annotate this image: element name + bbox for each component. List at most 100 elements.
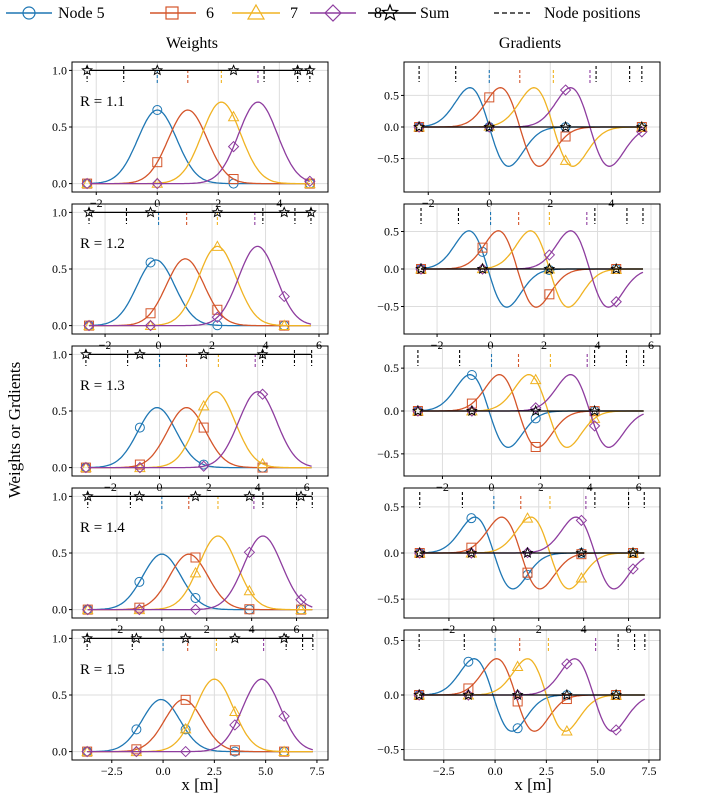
series-line-5: [90, 109, 310, 185]
diamond-marker: [197, 460, 210, 472]
x-axis-label-right: x [m]: [514, 775, 551, 794]
gradients-panel-5: −2.5 0.0 2.5 5.0 7.5 −0.5 0.0 0.5: [377, 629, 661, 778]
square-marker: [198, 422, 209, 433]
diamond-marker: [610, 724, 622, 736]
weights-panel-2: −2 0 2 4 6 0.0 0.5 1.0 R = 1.2: [52, 203, 329, 352]
diamond-marker: [559, 84, 572, 96]
legend-label-node7: 7: [290, 5, 298, 22]
triangle-marker: [278, 745, 290, 757]
square-marker: [180, 694, 191, 705]
y-axis-label: Weights or Grdients: [5, 362, 24, 499]
y-tick-label: −0.5: [377, 743, 399, 757]
x-tick-label: 6: [304, 480, 310, 494]
y-tick-label: 0.5: [384, 225, 399, 239]
panel-label: R = 1.1: [80, 94, 125, 110]
diamond-marker: [81, 177, 93, 190]
square-marker: [560, 131, 571, 142]
triangle-marker: [227, 110, 240, 122]
star-marker: [81, 632, 94, 644]
series-line-5: [87, 698, 313, 753]
y-tick-label: 0.5: [384, 500, 399, 514]
panel-label: R = 1.2: [80, 236, 125, 252]
series-line-8: [88, 391, 312, 469]
y-tick-label: −0.5: [377, 447, 399, 461]
x-tick-label: 4: [587, 480, 593, 494]
diamond-marker-icon: [324, 4, 342, 22]
diamond-marker: [636, 126, 648, 138]
diamond-marker: [304, 175, 316, 188]
triangle-marker: [511, 660, 524, 671]
square-marker-icon: [165, 6, 179, 20]
diamond-marker: [179, 745, 192, 758]
x-tick-label: 0.0: [156, 764, 171, 778]
star-marker: [415, 262, 427, 274]
square-marker: [244, 604, 255, 615]
y-tick-label: 1.0: [52, 347, 67, 361]
square-marker: [145, 308, 156, 319]
circle-marker: [463, 656, 474, 667]
circle-marker: [212, 320, 223, 331]
star-marker: [529, 404, 542, 416]
star-marker: [211, 206, 224, 218]
triangle-marker: [529, 373, 542, 385]
triangle-marker: [189, 566, 202, 578]
x-tick-label: 0.0: [488, 764, 503, 778]
x-tick-label: 2: [536, 622, 542, 636]
y-tick-label: 1.0: [52, 63, 67, 77]
diamond-marker: [627, 563, 639, 575]
triangle-marker: [476, 262, 489, 274]
y-tick-label: 0.5: [52, 688, 67, 702]
diamond-marker: [227, 140, 240, 153]
legend: Node 5 6 7 8 Sum: [6, 3, 640, 22]
y-tick-label: 1.0: [52, 205, 67, 219]
square-marker: [212, 304, 223, 315]
star-marker: [130, 632, 143, 644]
square-marker: [477, 242, 488, 253]
star-marker: [465, 546, 478, 558]
triangle-marker: [81, 177, 93, 189]
x-tick-label: 2.5: [207, 764, 222, 778]
series-line-5: [88, 259, 311, 327]
triangle-marker: [561, 724, 573, 736]
x-tick-label: −2.5: [101, 764, 123, 778]
star-marker: [197, 348, 210, 360]
panel-label: R = 1.4: [80, 520, 125, 536]
series-line-8: [87, 678, 313, 753]
weights-panel-4: −2 0 2 4 6 0.0 0.5 1.0 R = 1.4: [52, 487, 329, 636]
diamond-marker: [144, 319, 157, 332]
diamond-marker: [256, 388, 269, 400]
star-marker: [83, 206, 95, 218]
square-marker: [190, 552, 201, 563]
x-tick-label: 2.5: [539, 764, 554, 778]
square-marker: [134, 602, 145, 613]
diamond-marker: [610, 296, 622, 308]
star-marker: [588, 404, 601, 416]
diamond-marker: [130, 745, 143, 758]
series-line-8: [89, 245, 312, 327]
square-marker: [134, 459, 145, 470]
square-marker: [152, 157, 163, 168]
diamond-marker: [575, 514, 588, 527]
x-tick-label: 6: [316, 338, 322, 352]
x-tick-label: 5.0: [590, 764, 605, 778]
star-marker: [81, 64, 94, 76]
weights-panel-1: −2 0 2 4 0.0 0.5 1.0 R = 1.1: [52, 61, 329, 210]
diamond-marker: [295, 594, 307, 606]
star-marker: [521, 546, 534, 558]
circle-marker: [134, 422, 145, 433]
x-tick-label: 2: [541, 338, 547, 352]
triangle-marker-icon: [246, 3, 266, 20]
y-tick-label: 0.0: [384, 688, 399, 702]
square-marker: [484, 92, 495, 103]
star-marker: [133, 490, 146, 502]
y-tick-label: −0.5: [377, 152, 399, 166]
triangle-marker: [256, 457, 269, 469]
legend-sum: Sum: [368, 3, 450, 22]
x-tick-label: 2: [209, 338, 215, 352]
series-line-6: [90, 109, 310, 185]
square-marker: [463, 683, 474, 694]
x-tick-label: 7.5: [309, 764, 324, 778]
y-tick-label: 0.0: [52, 319, 67, 333]
weights-panel-5: −2.5 0.0 2.5 5.0 7.5 0.0 0.5 1.0 R = 1.5: [52, 629, 329, 778]
x-tick-label: 2: [538, 480, 544, 494]
